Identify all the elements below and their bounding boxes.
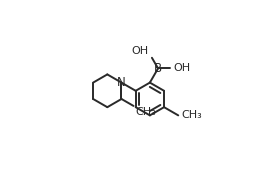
Text: OH: OH xyxy=(132,46,149,56)
Text: CH₃: CH₃ xyxy=(181,110,202,120)
Text: N: N xyxy=(117,76,126,89)
Text: B: B xyxy=(154,62,162,75)
Text: OH: OH xyxy=(173,63,190,73)
Text: CH₃: CH₃ xyxy=(135,107,156,117)
